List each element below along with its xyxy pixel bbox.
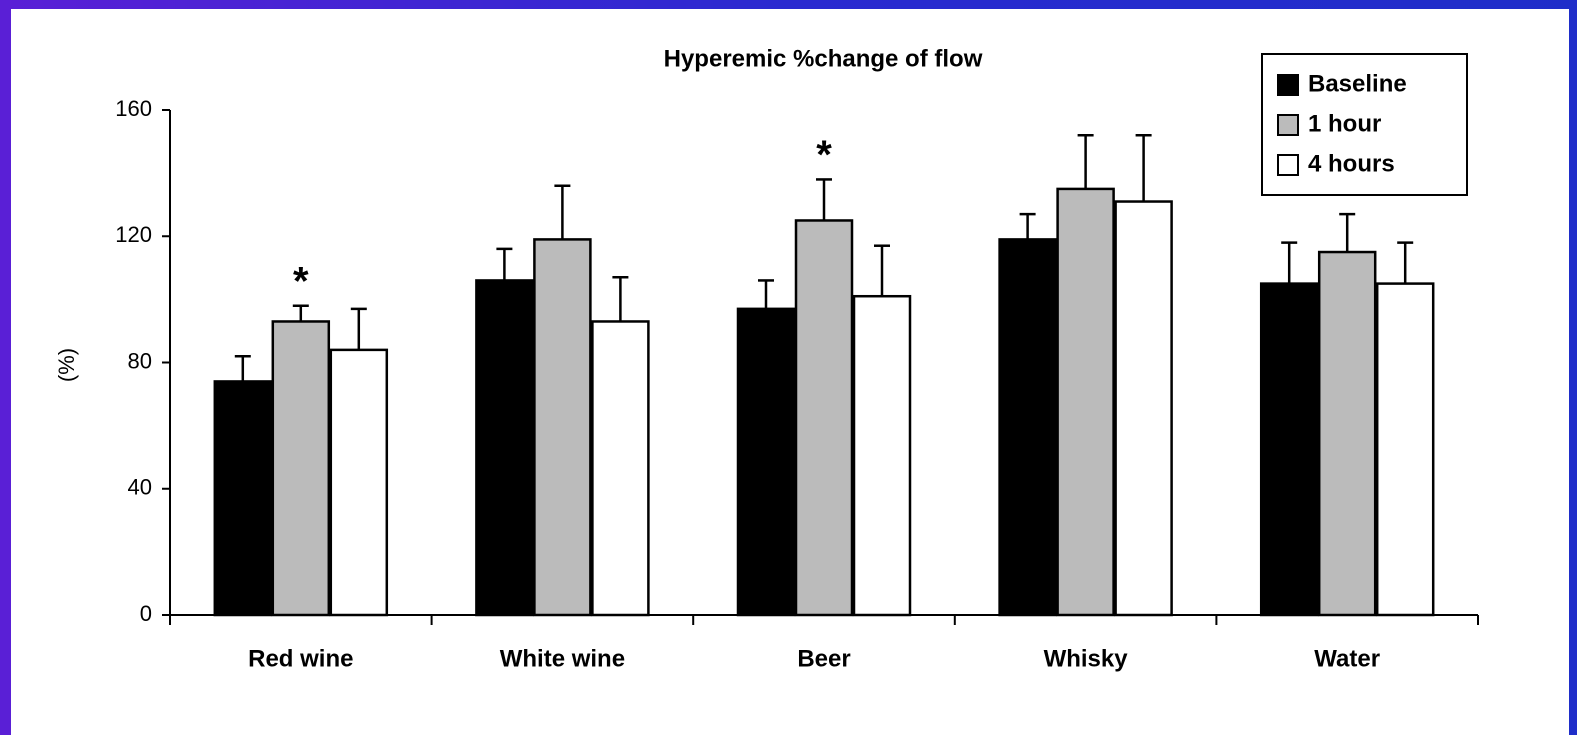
- chart-title: Hyperemic %change of flow: [664, 45, 983, 72]
- annotation: *: [293, 259, 309, 303]
- bar: [591, 320, 650, 617]
- bar: [271, 320, 331, 617]
- bar: [852, 294, 912, 617]
- bar: [998, 238, 1057, 617]
- bar: [1114, 200, 1173, 617]
- bar: [736, 307, 796, 617]
- legend-swatch: [1277, 114, 1299, 136]
- x-tick-label: White wine: [500, 645, 625, 672]
- bar: [1317, 250, 1377, 617]
- x-tick-label: Red wine: [248, 645, 353, 672]
- y-tick-label: 80: [128, 348, 152, 373]
- annotation: *: [816, 133, 832, 177]
- bar: [1375, 282, 1435, 617]
- legend-label: Baseline: [1308, 70, 1407, 97]
- x-tick-label: Beer: [797, 645, 850, 672]
- y-tick-label: 40: [128, 475, 152, 500]
- y-tick-label: 0: [140, 601, 152, 626]
- legend-label: 1 hour: [1308, 110, 1381, 137]
- x-tick-label: Whisky: [1044, 645, 1129, 672]
- y-tick-label: 160: [115, 96, 152, 121]
- legend-label: 4 hours: [1308, 150, 1395, 177]
- bar: [533, 238, 592, 617]
- y-axis-label: (%): [54, 348, 79, 382]
- bar: [329, 348, 389, 617]
- bar: [1259, 282, 1319, 617]
- bar: [1056, 187, 1115, 617]
- bar: [794, 219, 854, 617]
- legend-swatch: [1277, 154, 1299, 176]
- bar: [475, 279, 534, 617]
- x-tick-label: Water: [1314, 645, 1380, 672]
- y-tick-label: 120: [115, 222, 152, 247]
- legend-swatch: [1277, 74, 1299, 96]
- bar: [213, 380, 273, 617]
